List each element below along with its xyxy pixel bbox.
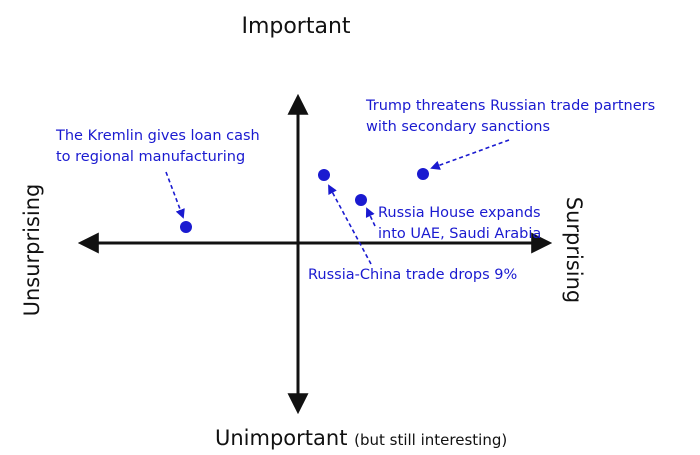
label-surprising: Surprising: [562, 196, 586, 304]
point-kremlin: [180, 221, 192, 233]
annotation-line: into UAE, Saudi Arabia: [378, 226, 542, 242]
annotation-line: Trump threatens Russian trade partners: [366, 98, 656, 114]
label-unimportant-note: (but still interesting): [354, 431, 508, 449]
annotation-kremlin: The Kremlin gives loan cash to regional …: [56, 126, 260, 168]
label-unimportant: Unimportant (but still interesting): [215, 426, 507, 450]
point-china: [318, 169, 330, 181]
point-russia-house: [355, 194, 367, 206]
annotation-line: Russia-China trade drops 9%: [308, 267, 518, 283]
label-important: Important: [241, 14, 351, 39]
leader-trump: [430, 139, 510, 170]
point-trump: [417, 168, 429, 180]
annotation-line: The Kremlin gives loan cash: [56, 128, 260, 144]
label-unsurprising: Unsurprising: [20, 183, 44, 317]
annotation-china: Russia-China trade drops 9%: [308, 265, 517, 286]
label-unimportant-main: Unimportant: [215, 426, 348, 450]
leader-china: [328, 184, 372, 265]
annotation-line: with secondary sanctions: [366, 119, 551, 135]
annotation-line: Russia House expands: [378, 205, 541, 221]
annotation-russia-house: Russia House expands into UAE, Saudi Ara…: [378, 203, 541, 245]
annotation-trump: Trump threatens Russian trade partners w…: [366, 96, 655, 138]
annotation-line: to regional manufacturing: [56, 149, 246, 165]
leader-kremlin: [165, 171, 185, 219]
leader-russia-house: [365, 207, 376, 227]
